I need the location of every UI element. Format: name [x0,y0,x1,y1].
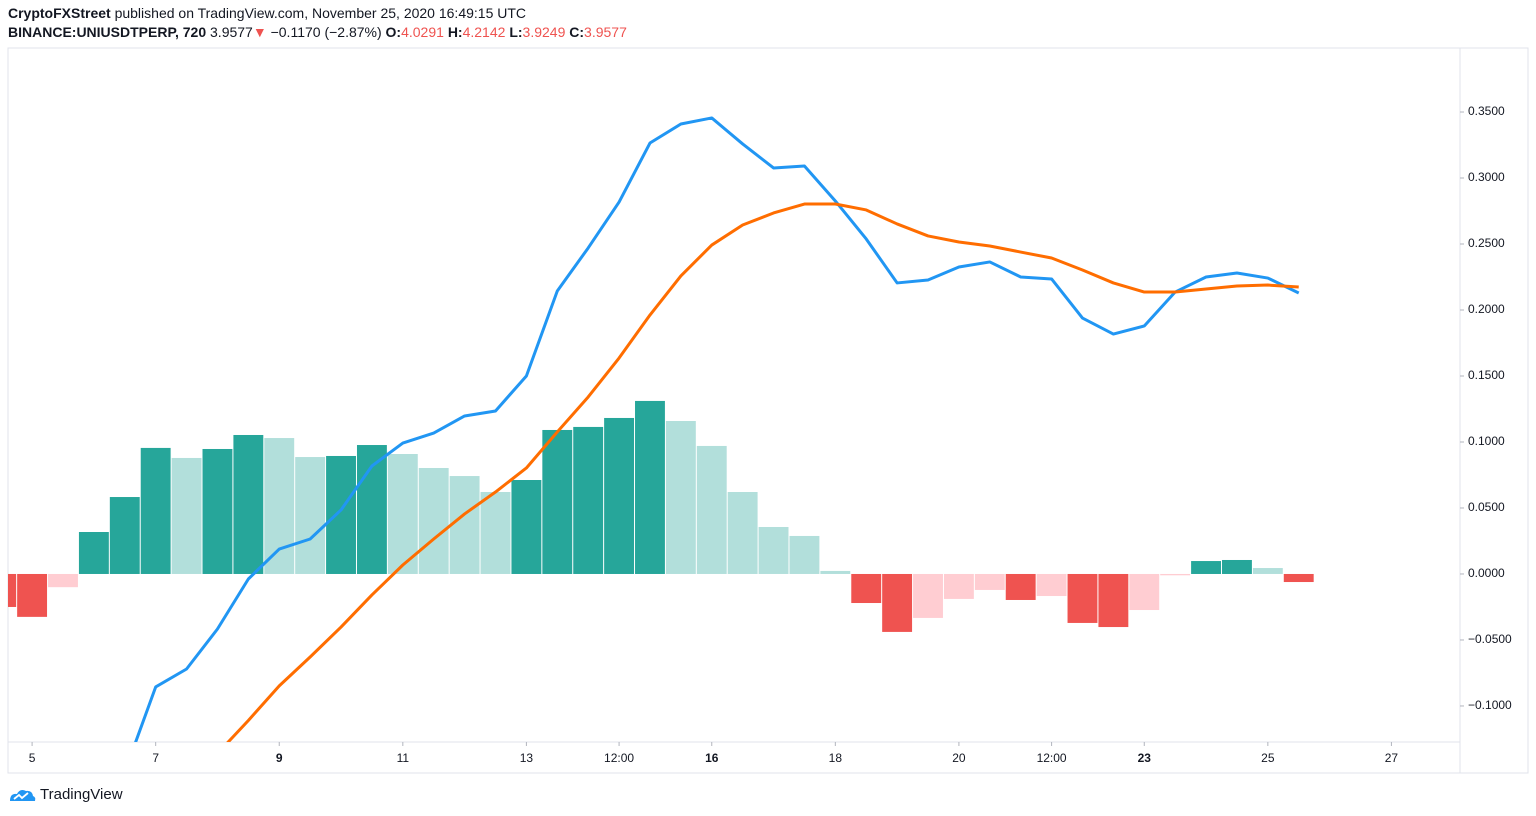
histogram-bar [913,573,943,618]
histogram-bar [820,570,851,574]
down-arrow: ▼ [252,24,267,40]
histogram-bar [202,448,233,574]
x-tick-label: 9 [276,751,283,765]
histogram-bar [1283,573,1314,583]
histogram-bar [449,476,480,574]
histogram-bar [387,453,418,574]
x-tick-label: 12:00 [604,751,634,765]
histogram-bar [1036,573,1067,597]
histogram-bar [140,447,171,574]
x-tick-label: 25 [1261,751,1275,765]
ohlc-value: 3.9577 [584,24,627,40]
indicator-line [134,116,1300,742]
x-tick-label: 13 [520,751,534,765]
plot-area [8,116,1314,742]
histogram-bar [8,573,17,607]
y-tick-label: 0.3000 [1468,170,1505,184]
y-tick-label: −0.1000 [1468,698,1512,712]
histogram-bar [326,455,356,574]
last-price: 3.9577 [210,24,253,40]
histogram-bar [851,573,882,604]
y-tick-label: 0.3500 [1468,104,1505,118]
histogram-bar [758,526,789,574]
histogram-bar [696,445,727,574]
x-tick-label: 12:00 [1037,751,1067,765]
publish-line: CryptoFXStreet published on TradingView.… [8,5,526,21]
x-tick-label: 20 [952,751,966,765]
histogram-bar [1222,559,1252,574]
symbol-line: BINANCE:UNIUSDTPERP, 720 3.9577▼ −0.1170… [8,24,627,40]
y-tick-label: 0.1000 [1468,434,1505,448]
x-tick-label: 16 [705,751,719,765]
histogram-bar [542,429,573,574]
histogram-bar [1252,568,1283,574]
x-tick-label: 7 [152,751,159,765]
ohlc-label: L: [509,24,523,40]
logo [10,789,36,801]
histogram-bar [1129,573,1160,611]
histogram-bar [418,467,449,574]
histogram-bar [17,573,48,617]
x-tick-label: 23 [1138,751,1152,765]
histogram-bar [882,573,913,632]
histogram-bar [1005,573,1036,600]
histogram-bar [1160,573,1191,576]
histogram-bar [109,497,140,574]
histogram-bar [727,492,758,574]
histogram-bar [1191,561,1222,574]
histogram-bar [48,573,78,588]
change: −0.1170 (−2.87%) [270,24,382,40]
y-tick-label: 0.1500 [1468,368,1505,382]
x-tick-label: 5 [29,751,36,765]
histogram-bar [480,492,511,574]
y-tick-label: 0.2500 [1468,236,1505,250]
histogram-bar [233,434,264,574]
histogram-bar [1067,573,1098,623]
histogram-bar [1098,573,1129,628]
histogram-bar [573,426,604,574]
y-tick-label: −0.0500 [1468,632,1512,646]
footer: TradingView [8,786,123,803]
x-tick-label: 18 [829,751,843,765]
y-tick-label: 0.0000 [1468,566,1505,580]
ohlc-label: O: [385,24,402,40]
histogram-bar [974,573,1005,590]
brand: TradingView [40,786,123,803]
published: published on TradingView.com, November 2… [114,5,527,21]
ohlc-value: 4.0291 [401,24,444,40]
x-tick-label: 27 [1385,751,1399,765]
histogram-bar [295,457,326,574]
histogram-bar [635,400,665,574]
ohlc-label: C: [569,24,585,40]
y-tick-label: 0.2000 [1468,302,1505,316]
y-tick-label: 0.0500 [1468,500,1505,514]
indicator-line [226,202,1299,742]
ohlc-value: 3.9249 [522,24,566,40]
histogram-bar [264,438,295,574]
histogram-bar [511,480,542,574]
histogram-bar [171,457,202,574]
ohlc-value: 4.2142 [462,24,506,40]
histogram-bar [943,573,974,599]
ohlc-label: H: [447,24,463,40]
histogram-bar [789,535,820,574]
author: CryptoFXStreet [8,5,111,21]
histogram-bar [604,417,635,574]
symbol: BINANCE:UNIUSDTPERP, 720 [8,24,207,40]
x-tick-label: 11 [397,751,410,765]
histogram-bar [78,532,109,574]
histogram-bar [665,421,696,574]
chart-frame [7,47,1529,774]
